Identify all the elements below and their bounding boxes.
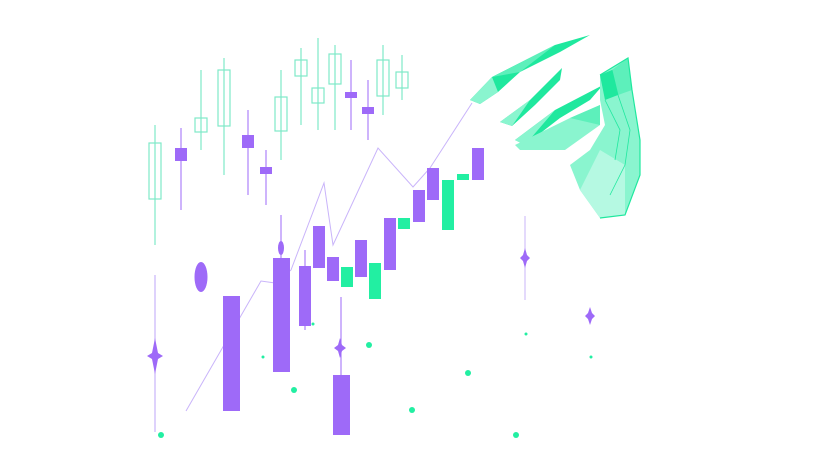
sparkle-icon xyxy=(520,248,530,268)
outline-candle xyxy=(328,45,342,130)
candle-body xyxy=(413,190,425,222)
candle-body xyxy=(457,174,469,180)
candle-body xyxy=(299,266,311,326)
outline-candle xyxy=(376,45,390,115)
foreground-candles xyxy=(154,148,526,435)
dot xyxy=(311,322,315,326)
candle-body xyxy=(273,258,290,372)
dot xyxy=(409,407,415,413)
outline-candle xyxy=(274,70,288,160)
dot xyxy=(589,355,593,359)
hand-icon xyxy=(470,35,641,219)
outline-candle xyxy=(217,58,231,175)
small-candle xyxy=(362,80,374,140)
small-candle xyxy=(260,150,272,205)
candle-body xyxy=(384,218,396,270)
background-purple-candles xyxy=(175,60,374,210)
dot xyxy=(158,432,164,438)
dot xyxy=(465,370,471,376)
small-candle xyxy=(345,60,357,130)
candle-body xyxy=(398,218,410,229)
green-dots xyxy=(158,322,593,438)
outline-candle xyxy=(194,70,208,150)
sparkle-icon xyxy=(147,338,163,374)
small-candle xyxy=(175,128,187,210)
candle-body xyxy=(223,296,240,411)
dot xyxy=(524,332,528,336)
candle-body xyxy=(333,375,350,435)
outline-candle xyxy=(395,55,409,100)
ellipse-shape xyxy=(194,262,208,292)
decorative-sparkles xyxy=(147,241,595,374)
candle-body xyxy=(369,263,381,299)
dot xyxy=(261,355,265,359)
sparkle-icon xyxy=(334,338,346,358)
ellipse-shape xyxy=(278,241,284,255)
dot xyxy=(291,387,297,393)
outline-candle xyxy=(311,38,325,130)
outline-candle xyxy=(294,48,308,125)
outline-candle xyxy=(148,125,162,245)
candle-body xyxy=(341,267,353,287)
background-outline-candles xyxy=(148,38,409,245)
dot xyxy=(513,432,519,438)
sparkle-icon xyxy=(585,307,595,325)
candle-body xyxy=(355,240,367,277)
dot xyxy=(366,342,372,348)
small-candle xyxy=(242,110,254,195)
trend-line xyxy=(185,102,473,412)
candle-body xyxy=(327,257,339,281)
candle-body xyxy=(427,168,439,200)
candle-body xyxy=(442,180,454,230)
candle-body xyxy=(313,226,325,268)
candle-body xyxy=(472,148,484,180)
